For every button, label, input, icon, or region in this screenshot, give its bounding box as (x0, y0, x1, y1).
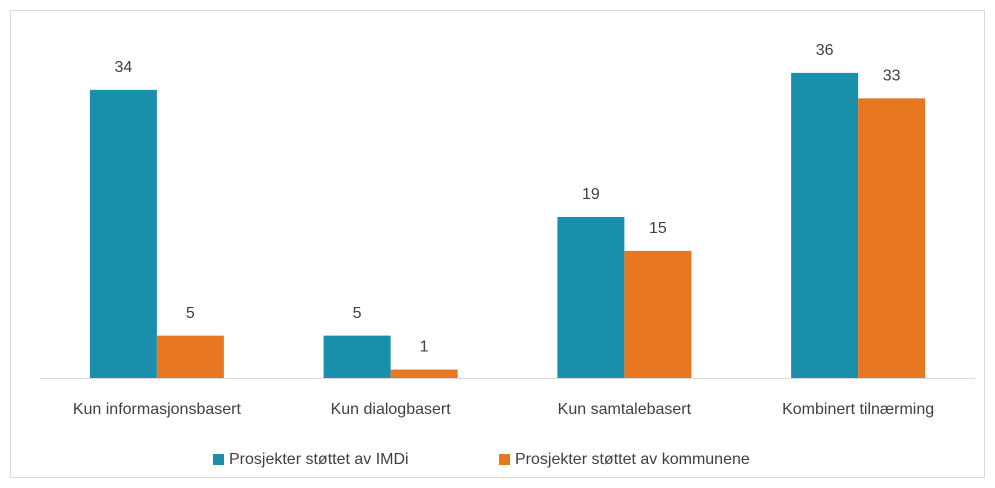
bar (323, 335, 391, 378)
legend-label: Prosjekter støttet av IMDi (229, 451, 409, 468)
data-label: 5 (186, 305, 195, 322)
data-label: 1 (420, 339, 429, 356)
data-label: 34 (114, 59, 132, 76)
legend-swatch (499, 454, 510, 465)
data-label: 19 (582, 186, 600, 203)
x-tick-label: Kun samtalebasert (558, 401, 692, 418)
legend-label: Prosjekter støttet av kommunene (515, 451, 750, 468)
data-label: 5 (353, 305, 362, 322)
bar (624, 250, 692, 378)
bar (557, 216, 625, 378)
legend-swatch (213, 454, 224, 465)
data-label: 36 (816, 42, 834, 59)
bar (156, 335, 224, 378)
data-label: 15 (649, 220, 667, 237)
data-label: 33 (883, 68, 901, 85)
bar (791, 72, 859, 379)
bar (858, 98, 926, 378)
x-tick-label: Kun informasjonsbasert (73, 401, 242, 418)
x-tick-label: Kombinert tilnærming (782, 401, 934, 418)
bar (390, 369, 458, 378)
bar (89, 89, 157, 378)
x-tick-label: Kun dialogbasert (331, 401, 452, 418)
